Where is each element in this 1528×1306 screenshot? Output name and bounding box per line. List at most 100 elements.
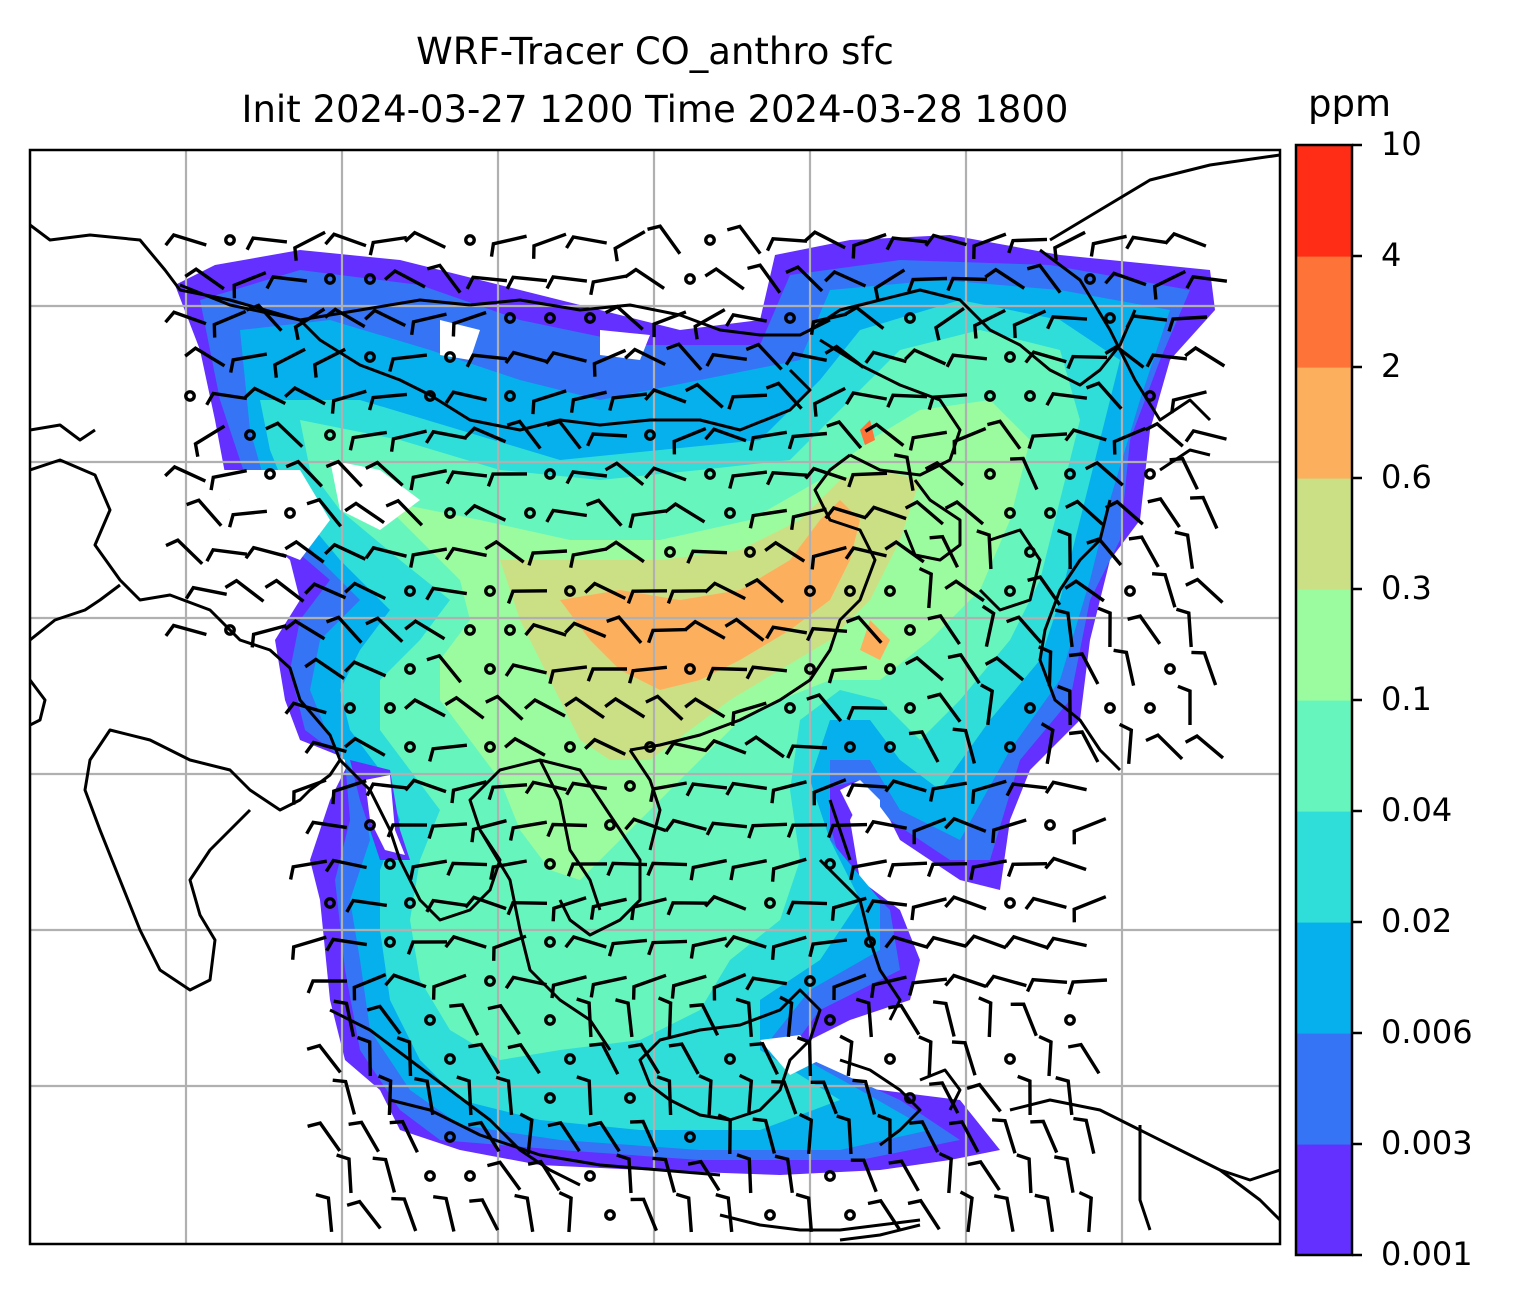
wind-barb — [736, 1153, 753, 1194]
wind-barb — [205, 391, 248, 406]
calm-wind-marker — [604, 819, 616, 831]
wind-barb — [356, 1035, 372, 1077]
wind-barb — [507, 1042, 541, 1075]
wind-barb — [1191, 650, 1218, 686]
calm-wind-marker — [904, 312, 916, 324]
wind-barb — [929, 534, 960, 569]
wind-barb — [927, 613, 961, 646]
wind-barb — [1044, 856, 1087, 872]
wind-barb — [666, 589, 708, 604]
wind-barb — [918, 566, 933, 609]
wind-barb — [813, 386, 846, 417]
wind-barb — [652, 310, 687, 338]
wind-barb — [164, 464, 207, 483]
wind-barb — [646, 627, 688, 644]
colorbar-segment — [1296, 478, 1352, 590]
wind-barb — [666, 342, 703, 371]
wind-barb — [752, 1117, 777, 1154]
wind-barb — [464, 426, 507, 444]
wind-barb — [845, 615, 883, 644]
wind-barb — [927, 393, 968, 411]
wind-barb — [396, 1036, 413, 1077]
wind-barb — [1151, 572, 1177, 608]
wind-barb — [576, 1075, 593, 1116]
wind-barb — [630, 1119, 659, 1154]
wind-barb — [1184, 428, 1227, 443]
wind-barb — [884, 935, 927, 949]
wind-barb — [628, 509, 668, 529]
wind-barb — [315, 1192, 334, 1233]
wind-barb — [565, 781, 608, 796]
calm-wind-marker — [724, 507, 736, 519]
wind-barb — [604, 696, 646, 719]
calm-wind-marker — [764, 897, 776, 909]
wind-barb — [385, 498, 424, 527]
wind-barb — [284, 701, 327, 715]
wind-barb — [764, 540, 806, 563]
wind-barb — [284, 619, 326, 641]
calm-wind-marker — [484, 741, 496, 753]
wind-barb — [1169, 456, 1199, 491]
wind-barb — [1145, 733, 1184, 761]
wind-barb — [959, 1190, 974, 1233]
wind-barb — [704, 266, 745, 291]
wind-barb — [644, 387, 687, 404]
wind-barb — [686, 549, 728, 564]
wind-barb — [505, 275, 548, 290]
wind-barb — [749, 1041, 779, 1076]
wind-barb — [984, 974, 1027, 988]
calm-wind-marker — [1104, 312, 1116, 324]
wind-barb — [551, 896, 587, 922]
wind-barb — [465, 275, 508, 290]
wind-barb — [689, 936, 727, 959]
wind-barb — [324, 858, 367, 873]
wind-barb — [414, 1076, 435, 1116]
wind-barb — [944, 895, 987, 911]
wind-barb — [934, 306, 965, 341]
calm-wind-marker — [1024, 546, 1036, 558]
calm-wind-marker — [824, 858, 836, 870]
wind-barb — [951, 1040, 977, 1076]
wind-barb — [589, 274, 628, 296]
wind-barb — [404, 619, 446, 641]
wind-barb — [649, 781, 688, 803]
wind-barb — [630, 897, 667, 921]
wind-barb — [1044, 936, 1087, 951]
wind-barb — [924, 460, 965, 487]
wind-barb — [1040, 722, 1055, 765]
calm-wind-marker — [664, 546, 676, 558]
wind-barb — [907, 1198, 941, 1231]
calm-wind-marker — [424, 1170, 436, 1182]
wind-barb — [576, 997, 593, 1038]
wind-barb — [873, 268, 906, 302]
wind-barb — [839, 1034, 854, 1077]
wind-barb — [1072, 817, 1107, 845]
wind-barb — [786, 900, 828, 916]
wind-barb — [348, 1120, 380, 1153]
wind-barb — [893, 453, 915, 492]
wind-barb — [1104, 271, 1147, 287]
calm-wind-marker — [464, 1170, 476, 1182]
calm-wind-marker — [804, 975, 816, 987]
wind-barb — [1084, 460, 1124, 487]
below-threshold-area — [365, 775, 405, 855]
wind-barb — [343, 660, 387, 678]
calm-wind-marker — [564, 1053, 576, 1065]
wind-barb — [929, 1081, 960, 1114]
calm-wind-marker — [504, 624, 516, 636]
calm-wind-marker — [544, 858, 556, 870]
wind-barb — [427, 822, 468, 840]
wind-barb — [545, 275, 588, 290]
wind-barb — [675, 1192, 693, 1233]
wind-barb — [932, 1000, 956, 1037]
wind-barb — [904, 655, 945, 682]
wind-barb — [1068, 652, 1100, 685]
wind-barb — [1128, 535, 1160, 568]
calm-wind-marker — [284, 507, 296, 519]
wind-barb — [765, 381, 803, 410]
wind-barb — [747, 822, 788, 839]
wind-barb — [812, 778, 847, 806]
wind-barb — [592, 348, 627, 377]
wind-barb — [1034, 1193, 1055, 1233]
calm-wind-marker — [504, 312, 516, 324]
